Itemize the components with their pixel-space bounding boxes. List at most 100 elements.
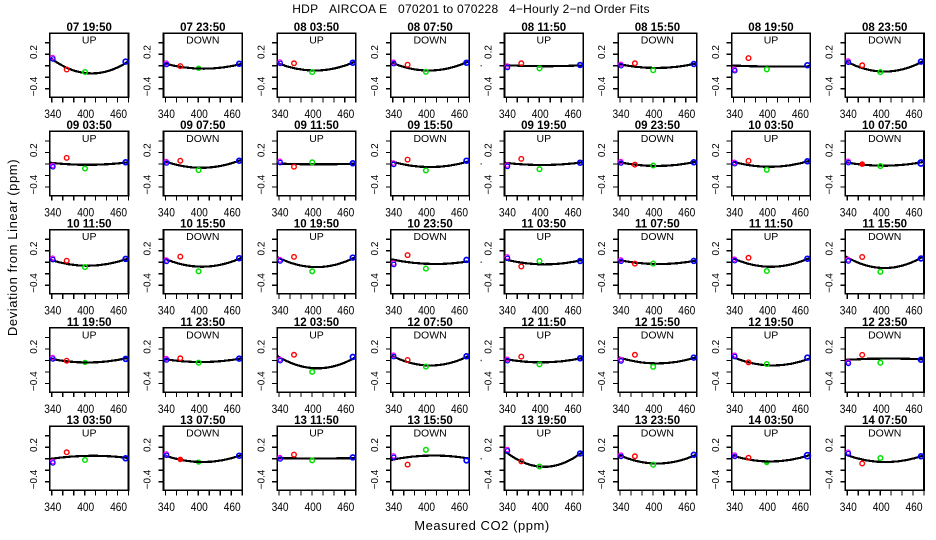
svg-text:−0.4: −0.4 — [370, 76, 381, 96]
svg-text:340: 340 — [726, 205, 743, 219]
svg-text:−0.4: −0.4 — [825, 76, 836, 96]
svg-text:400: 400 — [418, 205, 435, 219]
svg-text:400: 400 — [305, 402, 322, 416]
svg-text:−0.4: −0.4 — [143, 174, 154, 194]
svg-text:460: 460 — [906, 500, 923, 514]
svg-text:0.2: 0.2 — [143, 143, 154, 157]
svg-text:0.2: 0.2 — [370, 339, 381, 353]
svg-text:07 19:50: 07 19:50 — [66, 22, 111, 34]
svg-text:−0.4: −0.4 — [711, 273, 722, 293]
svg-text:13 15:50: 13 15:50 — [407, 415, 452, 427]
svg-text:14 07:50: 14 07:50 — [862, 415, 907, 427]
svg-text:0.2: 0.2 — [711, 45, 722, 59]
svg-text:460: 460 — [451, 304, 468, 318]
svg-text:0.2: 0.2 — [29, 45, 40, 59]
svg-text:340: 340 — [272, 402, 289, 416]
svg-text:460: 460 — [678, 500, 695, 514]
svg-text:DOWN: DOWN — [641, 231, 674, 243]
svg-text:460: 460 — [451, 500, 468, 514]
svg-text:−0.4: −0.4 — [597, 174, 608, 194]
svg-text:340: 340 — [726, 107, 743, 121]
svg-text:0.2: 0.2 — [256, 241, 267, 255]
svg-text:0.2: 0.2 — [484, 339, 495, 353]
svg-text:UP: UP — [764, 133, 779, 145]
svg-text:340: 340 — [385, 402, 402, 416]
svg-text:09 03:50: 09 03:50 — [66, 120, 111, 132]
svg-text:11 23:50: 11 23:50 — [180, 317, 225, 329]
svg-text:460: 460 — [678, 107, 695, 121]
svg-text:340: 340 — [44, 500, 61, 514]
svg-text:07 23:50: 07 23:50 — [180, 22, 225, 34]
svg-text:340: 340 — [840, 205, 857, 219]
svg-text:340: 340 — [840, 107, 857, 121]
svg-text:UP: UP — [309, 231, 324, 243]
svg-text:−0.4: −0.4 — [711, 371, 722, 391]
svg-text:400: 400 — [305, 107, 322, 121]
svg-text:340: 340 — [726, 304, 743, 318]
svg-text:−0.4: −0.4 — [711, 76, 722, 96]
svg-text:DOWN: DOWN — [186, 428, 219, 440]
svg-text:340: 340 — [385, 304, 402, 318]
svg-text:460: 460 — [792, 107, 809, 121]
svg-text:−0.4: −0.4 — [484, 469, 495, 489]
svg-text:400: 400 — [873, 402, 890, 416]
svg-text:DOWN: DOWN — [186, 35, 219, 47]
svg-text:460: 460 — [565, 304, 582, 318]
svg-text:400: 400 — [191, 402, 208, 416]
svg-text:0.2: 0.2 — [711, 143, 722, 157]
svg-text:−0.4: −0.4 — [29, 469, 40, 489]
svg-text:0.2: 0.2 — [825, 438, 836, 452]
svg-text:0.2: 0.2 — [711, 241, 722, 255]
svg-text:0.2: 0.2 — [370, 143, 381, 157]
svg-text:460: 460 — [337, 304, 354, 318]
svg-text:460: 460 — [224, 205, 241, 219]
svg-text:460: 460 — [565, 402, 582, 416]
svg-text:08 03:50: 08 03:50 — [294, 22, 339, 34]
svg-text:340: 340 — [840, 500, 857, 514]
svg-text:DOWN: DOWN — [413, 133, 446, 145]
svg-text:−0.4: −0.4 — [29, 174, 40, 194]
svg-text:460: 460 — [792, 205, 809, 219]
svg-text:09 07:50: 09 07:50 — [180, 120, 225, 132]
svg-text:0.2: 0.2 — [484, 438, 495, 452]
svg-text:08 15:50: 08 15:50 — [635, 22, 680, 34]
svg-text:340: 340 — [272, 205, 289, 219]
svg-text:0.2: 0.2 — [597, 339, 608, 353]
svg-text:400: 400 — [759, 304, 776, 318]
svg-text:UP: UP — [82, 231, 97, 243]
svg-text:DOWN: DOWN — [186, 231, 219, 243]
svg-text:340: 340 — [272, 500, 289, 514]
svg-text:400: 400 — [77, 205, 94, 219]
svg-text:−0.4: −0.4 — [370, 174, 381, 194]
svg-text:−0.4: −0.4 — [29, 371, 40, 391]
svg-text:08 07:50: 08 07:50 — [407, 22, 452, 34]
svg-text:DOWN: DOWN — [868, 231, 901, 243]
svg-text:400: 400 — [77, 500, 94, 514]
svg-text:DOWN: DOWN — [641, 330, 674, 342]
svg-text:0.2: 0.2 — [256, 339, 267, 353]
svg-text:400: 400 — [77, 304, 94, 318]
svg-text:400: 400 — [759, 500, 776, 514]
svg-text:460: 460 — [678, 402, 695, 416]
svg-text:460: 460 — [906, 205, 923, 219]
svg-text:340: 340 — [613, 402, 630, 416]
svg-text:UP: UP — [764, 35, 779, 47]
svg-text:0.2: 0.2 — [597, 241, 608, 255]
svg-text:400: 400 — [645, 205, 662, 219]
svg-text:340: 340 — [613, 107, 630, 121]
svg-text:400: 400 — [77, 402, 94, 416]
svg-text:340: 340 — [272, 107, 289, 121]
svg-text:400: 400 — [305, 304, 322, 318]
svg-text:340: 340 — [840, 402, 857, 416]
svg-text:−0.4: −0.4 — [711, 174, 722, 194]
svg-text:400: 400 — [77, 107, 94, 121]
svg-text:460: 460 — [792, 500, 809, 514]
svg-text:0.2: 0.2 — [143, 241, 154, 255]
svg-text:460: 460 — [224, 500, 241, 514]
svg-text:DOWN: DOWN — [641, 35, 674, 47]
svg-text:340: 340 — [840, 304, 857, 318]
svg-text:400: 400 — [645, 304, 662, 318]
svg-text:460: 460 — [565, 500, 582, 514]
svg-text:0.2: 0.2 — [29, 143, 40, 157]
svg-text:−0.4: −0.4 — [370, 371, 381, 391]
